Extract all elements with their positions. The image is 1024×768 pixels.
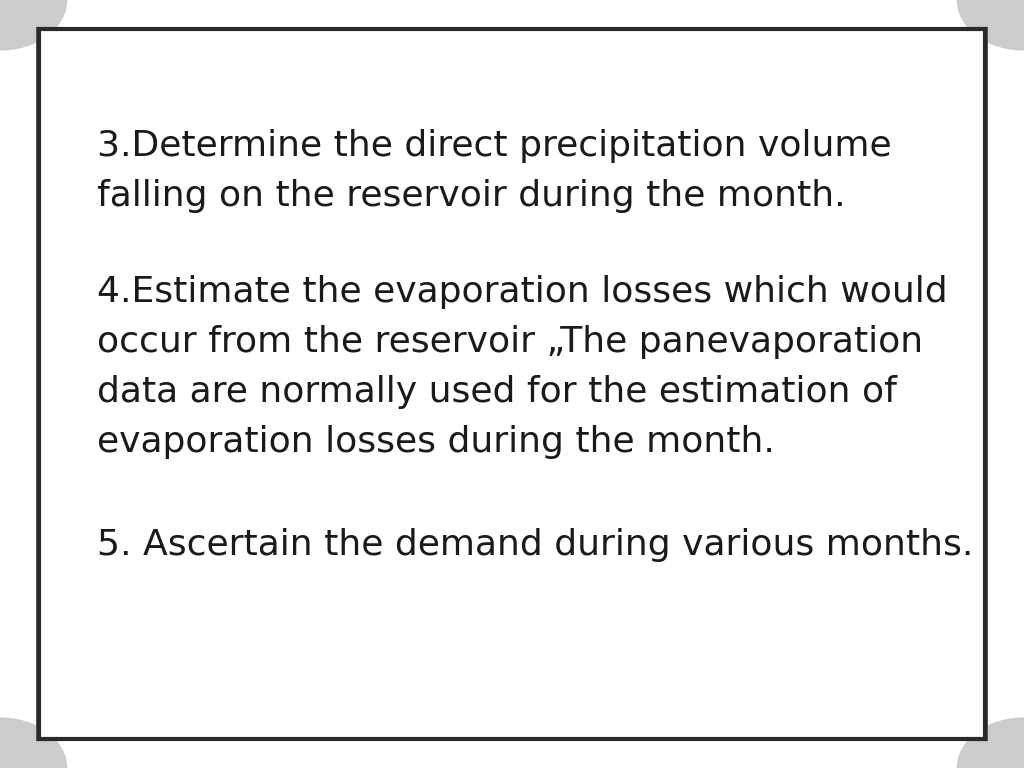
Text: data are normally used for the estimation of: data are normally used for the estimatio…	[97, 375, 897, 409]
Text: occur from the reservoir „The panevaporation: occur from the reservoir „The panevapora…	[97, 325, 924, 359]
Text: 5. Ascertain the demand during various months.: 5. Ascertain the demand during various m…	[97, 528, 974, 562]
Text: evaporation losses during the month.: evaporation losses during the month.	[97, 425, 775, 458]
Text: falling on the reservoir during the month.: falling on the reservoir during the mont…	[97, 179, 846, 213]
Text: 3.Determine the direct precipitation volume: 3.Determine the direct precipitation vol…	[97, 129, 892, 163]
Text: 4.Estimate the evaporation losses which would: 4.Estimate the evaporation losses which …	[97, 275, 948, 309]
Circle shape	[957, 0, 1024, 50]
Circle shape	[0, 0, 67, 50]
Circle shape	[957, 718, 1024, 768]
Circle shape	[0, 718, 67, 768]
